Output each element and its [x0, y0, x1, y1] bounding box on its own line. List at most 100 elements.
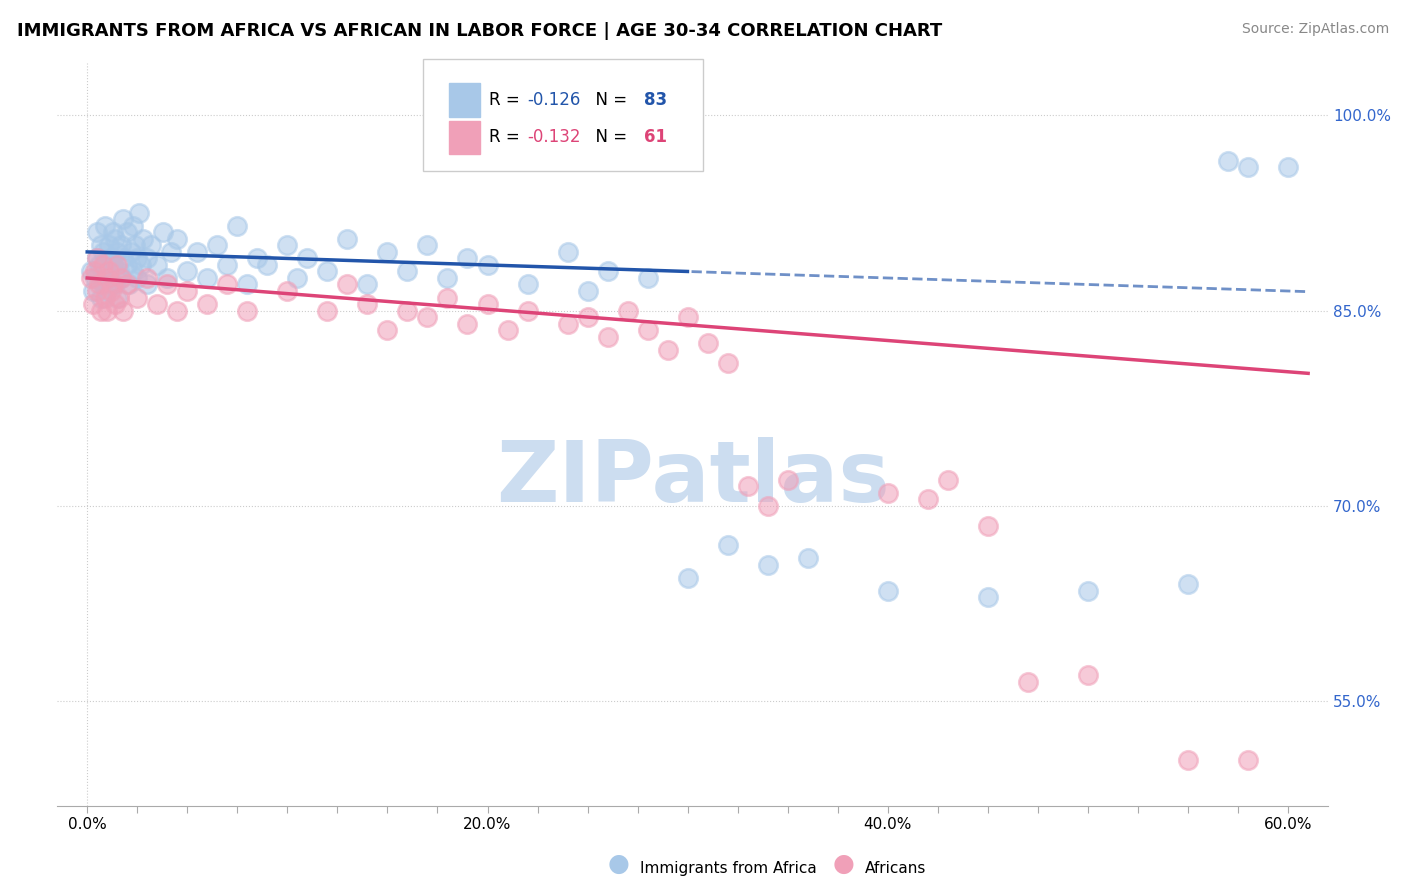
Bar	[449, 84, 481, 117]
Point	[195, 271, 218, 285]
Point	[217, 258, 239, 272]
Point	[108, 264, 131, 278]
Point	[917, 492, 939, 507]
Point	[100, 284, 122, 298]
Point	[176, 284, 198, 298]
Text: ●: ●	[607, 852, 630, 876]
Point	[1017, 674, 1039, 689]
Point	[516, 277, 538, 292]
Point	[96, 264, 118, 278]
Point	[118, 277, 141, 292]
Point	[86, 252, 108, 266]
Bar	[449, 120, 481, 154]
Point	[477, 297, 499, 311]
Point	[576, 310, 599, 324]
FancyBboxPatch shape	[423, 60, 703, 170]
Point	[152, 226, 174, 240]
Point	[1237, 753, 1260, 767]
Point	[82, 297, 104, 311]
Point	[977, 590, 1000, 604]
Text: ●: ●	[832, 852, 855, 876]
Point	[110, 271, 132, 285]
Point	[377, 244, 399, 259]
Point	[90, 238, 112, 252]
Point	[316, 303, 339, 318]
Point	[876, 583, 898, 598]
Point	[276, 238, 298, 252]
Point	[156, 277, 179, 292]
Point	[1177, 753, 1199, 767]
Point	[122, 264, 145, 278]
Point	[112, 303, 135, 318]
Point	[186, 244, 208, 259]
Point	[796, 551, 818, 566]
Point	[136, 271, 159, 285]
Point	[1077, 583, 1099, 598]
Point	[110, 238, 132, 252]
Point	[256, 258, 278, 272]
Point	[557, 317, 579, 331]
Point	[657, 343, 679, 357]
Point	[127, 252, 149, 266]
Point	[336, 232, 359, 246]
Point	[80, 264, 103, 278]
Point	[127, 271, 149, 285]
Point	[82, 284, 104, 298]
Point	[104, 277, 127, 292]
Point	[717, 356, 740, 370]
Point	[356, 297, 378, 311]
Point	[1277, 161, 1299, 175]
Point	[637, 323, 659, 337]
Text: R =: R =	[489, 91, 526, 109]
Point	[104, 297, 127, 311]
Point	[103, 277, 125, 292]
Point	[96, 271, 118, 285]
Point	[356, 277, 378, 292]
Point	[977, 518, 1000, 533]
Point	[195, 297, 218, 311]
Point	[115, 258, 138, 272]
Point	[124, 238, 146, 252]
Point	[94, 219, 117, 233]
Point	[696, 336, 718, 351]
Point	[377, 323, 399, 337]
Point	[1216, 153, 1239, 168]
Text: 61: 61	[644, 128, 668, 146]
Point	[91, 277, 114, 292]
Point	[105, 291, 128, 305]
Text: ZIPatlas: ZIPatlas	[496, 437, 890, 520]
Point	[596, 264, 619, 278]
Text: Africans: Africans	[865, 861, 927, 876]
Point	[90, 291, 112, 305]
Text: R =: R =	[489, 128, 526, 146]
Point	[756, 499, 779, 513]
Point	[456, 317, 478, 331]
Point	[676, 310, 699, 324]
Point	[146, 297, 169, 311]
Point	[128, 206, 150, 220]
Point	[396, 264, 419, 278]
Point	[103, 226, 125, 240]
Point	[176, 264, 198, 278]
Point	[98, 271, 121, 285]
Point	[276, 284, 298, 298]
Point	[236, 303, 259, 318]
Point	[616, 303, 638, 318]
Point	[110, 271, 132, 285]
Point	[596, 329, 619, 343]
Point	[717, 538, 740, 552]
Point	[94, 291, 117, 305]
Point	[416, 310, 439, 324]
Point	[136, 252, 159, 266]
Text: Immigrants from Africa: Immigrants from Africa	[640, 861, 817, 876]
Point	[756, 558, 779, 572]
Text: N =: N =	[585, 128, 633, 146]
Point	[112, 212, 135, 227]
Point	[96, 303, 118, 318]
Point	[217, 277, 239, 292]
Point	[416, 238, 439, 252]
Point	[246, 252, 269, 266]
Point	[297, 252, 319, 266]
Point	[132, 232, 155, 246]
Point	[676, 571, 699, 585]
